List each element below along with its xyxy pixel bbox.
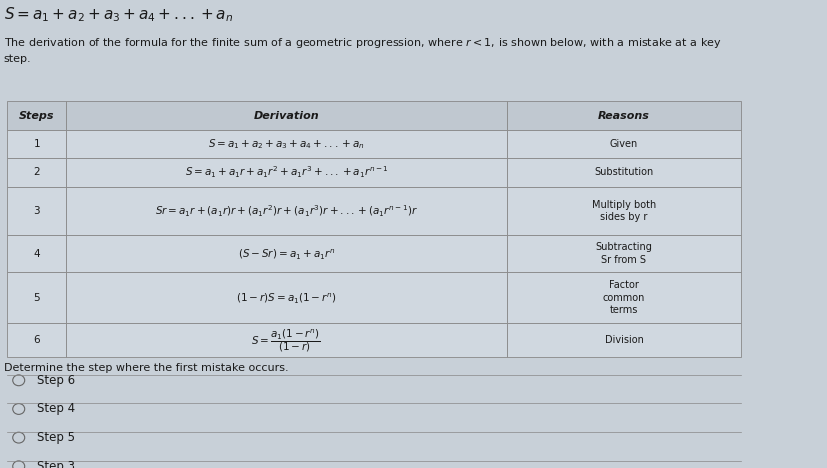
Bar: [66, 272, 506, 323]
Bar: [66, 187, 506, 235]
Bar: [66, 235, 506, 272]
Bar: [7, 101, 66, 130]
Text: 2: 2: [33, 168, 41, 177]
Text: 4: 4: [33, 249, 41, 258]
Bar: [7, 187, 66, 235]
Text: 3: 3: [33, 206, 41, 216]
Text: Multiply both
sides by r: Multiply both sides by r: [591, 200, 655, 222]
Text: 6: 6: [33, 335, 41, 345]
Bar: [66, 101, 506, 130]
Bar: [66, 130, 506, 158]
Text: Step 6: Step 6: [37, 374, 75, 387]
Text: 1: 1: [33, 139, 41, 149]
Bar: [7, 323, 66, 358]
Text: $S = a_1 + a_2 + a_3 + a_4 + ... + a_n$: $S = a_1 + a_2 + a_3 + a_4 + ... + a_n$: [4, 6, 232, 24]
Text: Division: Division: [604, 335, 643, 345]
Bar: [7, 235, 66, 272]
Text: 5: 5: [33, 292, 41, 303]
Bar: [506, 272, 740, 323]
Bar: [506, 158, 740, 187]
Text: Step 4: Step 4: [37, 402, 75, 416]
Text: $S = \dfrac{a_1(1-r^n)}{(1-r)}$: $S = \dfrac{a_1(1-r^n)}{(1-r)}$: [251, 327, 321, 354]
Bar: [506, 130, 740, 158]
Bar: [66, 323, 506, 358]
Text: Step 5: Step 5: [37, 431, 75, 444]
Bar: [7, 130, 66, 158]
Text: Reasons: Reasons: [597, 110, 649, 121]
Text: Subtracting
Sr from S: Subtracting Sr from S: [595, 242, 652, 265]
Text: $Sr = a_1r + (a_1r)r + (a_1r^2)r + (a_1r^3)r + ... + (a_1r^{n-1})r$: $Sr = a_1r + (a_1r)r + (a_1r^2)r + (a_1r…: [155, 203, 418, 219]
Text: The derivation of the formula for the finite sum of a geometric progression, whe: The derivation of the formula for the fi…: [4, 37, 720, 64]
Text: Given: Given: [609, 139, 638, 149]
Text: Derivation: Derivation: [253, 110, 319, 121]
Bar: [506, 323, 740, 358]
Bar: [506, 235, 740, 272]
Text: $S = a_1 + a_1r + a_1r^2 + a_1r^3 + ... + a_1r^{n-1}$: $S = a_1 + a_1r + a_1r^2 + a_1r^3 + ... …: [184, 165, 388, 180]
Text: $S = a_1 + a_2 + a_3 + a_4 + ... + a_n$: $S = a_1 + a_2 + a_3 + a_4 + ... + a_n$: [208, 137, 364, 151]
Bar: [506, 187, 740, 235]
Text: $(S - Sr) = a_1 + a_1r^n$: $(S - Sr) = a_1 + a_1r^n$: [237, 247, 335, 261]
Text: Determine the step where the first mistake occurs.: Determine the step where the first mista…: [4, 363, 288, 373]
Text: Factor
common
terms: Factor common terms: [602, 280, 644, 315]
Text: Step 3: Step 3: [37, 460, 75, 468]
Bar: [7, 158, 66, 187]
Text: Steps: Steps: [19, 110, 55, 121]
Bar: [66, 158, 506, 187]
Bar: [506, 101, 740, 130]
Text: $(1 - r)S = a_1(1 - r^n)$: $(1 - r)S = a_1(1 - r^n)$: [236, 291, 337, 305]
Text: Substitution: Substitution: [594, 168, 653, 177]
Bar: [7, 272, 66, 323]
